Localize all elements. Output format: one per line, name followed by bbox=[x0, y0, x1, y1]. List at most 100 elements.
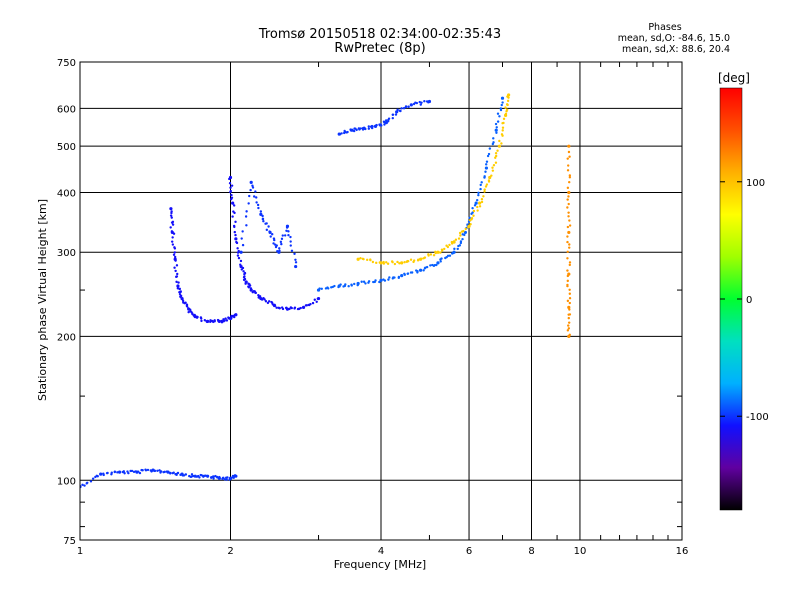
trace-dot bbox=[446, 245, 450, 249]
trace-dot bbox=[102, 472, 105, 475]
trace-dot bbox=[278, 307, 281, 310]
series-2 bbox=[228, 175, 321, 311]
x-axis-ticks: 1 2 4 6 8 10 16 bbox=[77, 62, 688, 557]
trace-dot bbox=[265, 228, 269, 232]
trace-dot bbox=[264, 300, 268, 303]
trace-dot bbox=[494, 156, 497, 159]
trace-dot bbox=[382, 262, 386, 265]
trace-dot bbox=[233, 230, 236, 234]
trace-dot bbox=[386, 262, 390, 265]
trace-dot bbox=[168, 472, 172, 475]
trace-dot bbox=[245, 224, 248, 227]
trace-dot bbox=[498, 139, 501, 143]
trace-dot bbox=[311, 301, 315, 305]
data-point bbox=[239, 264, 243, 269]
trace-dot bbox=[280, 237, 284, 241]
trace-dot bbox=[568, 155, 571, 158]
trace-dot bbox=[174, 259, 177, 262]
trace-dot bbox=[568, 313, 572, 316]
trace-dot bbox=[415, 101, 419, 105]
trace-dot bbox=[248, 194, 251, 198]
x-tick-label: 4 bbox=[378, 546, 384, 557]
trace-dot bbox=[255, 196, 258, 199]
trace-dot bbox=[240, 268, 243, 271]
trace-dot bbox=[480, 200, 484, 204]
trace-dot bbox=[294, 261, 298, 264]
trace-dot bbox=[173, 255, 177, 259]
trace-dot bbox=[196, 315, 199, 319]
trace-dot bbox=[191, 312, 194, 315]
data-point bbox=[474, 201, 478, 205]
trace-dot bbox=[485, 163, 488, 166]
trace-dot bbox=[346, 130, 349, 134]
trace-dot bbox=[453, 247, 456, 251]
trace-dot bbox=[566, 269, 569, 272]
trace-dot bbox=[269, 235, 272, 238]
phases-legend: Phases mean, sd,O: -84.6, 15.0 mean, sd,… bbox=[600, 22, 730, 55]
trace-dot bbox=[505, 108, 509, 111]
trace-dot bbox=[501, 101, 504, 104]
trace-dot bbox=[245, 210, 248, 213]
series-3 bbox=[316, 96, 505, 292]
trace-dot bbox=[378, 123, 381, 126]
colorbar-ticks: 100 0 -100 bbox=[720, 178, 769, 423]
trace-dot bbox=[252, 195, 256, 198]
x-axis-label: Frequency [MHz] bbox=[334, 558, 426, 571]
trace-dot bbox=[434, 250, 437, 254]
trace-dot bbox=[400, 107, 403, 110]
trace-dot bbox=[278, 247, 281, 250]
trace-dot bbox=[200, 319, 203, 323]
trace-dot bbox=[567, 327, 571, 330]
trace-dot bbox=[244, 215, 248, 218]
trace-dot bbox=[476, 205, 479, 209]
trace-dot bbox=[116, 471, 119, 474]
trace-dot bbox=[380, 124, 383, 127]
trace-dot bbox=[568, 219, 571, 222]
trace-dot bbox=[422, 269, 425, 272]
trace-dot bbox=[448, 254, 452, 257]
trace-dot bbox=[440, 248, 444, 251]
trace-dot bbox=[403, 261, 406, 264]
trace-dot bbox=[568, 292, 572, 295]
trace-dot bbox=[409, 258, 413, 261]
trace-dot bbox=[235, 241, 239, 245]
trace-dot bbox=[159, 470, 163, 473]
trace-dot bbox=[234, 220, 237, 224]
trace-dot bbox=[479, 183, 482, 187]
trace-dot bbox=[495, 126, 498, 129]
trace-dot bbox=[355, 128, 358, 132]
trace-dot bbox=[340, 132, 343, 135]
trace-dot bbox=[96, 475, 99, 478]
trace-dot bbox=[566, 225, 570, 229]
trace-dot bbox=[169, 214, 173, 217]
data-point bbox=[418, 268, 423, 272]
data-point bbox=[436, 250, 440, 254]
trace-dot bbox=[404, 105, 408, 109]
trace-dot bbox=[239, 259, 243, 263]
phases-o-mode: mean, sd,O: -84.6, 15.0 bbox=[617, 33, 730, 44]
trace-dot bbox=[406, 272, 410, 275]
trace-dot bbox=[327, 287, 330, 290]
trace-dot bbox=[190, 473, 194, 476]
trace-dot bbox=[232, 204, 236, 207]
trace-dot bbox=[568, 301, 572, 305]
trace-dot bbox=[393, 262, 397, 266]
trace-dot bbox=[488, 147, 492, 150]
trace-dot bbox=[170, 221, 174, 224]
trace-dot bbox=[240, 237, 243, 240]
trace-dot bbox=[567, 215, 570, 218]
trace-dot bbox=[502, 121, 505, 125]
trace-dot bbox=[457, 237, 461, 240]
trace-dot bbox=[483, 175, 486, 178]
trace-dot bbox=[567, 164, 570, 167]
trace-dot bbox=[504, 106, 507, 109]
trace-dot bbox=[364, 282, 367, 285]
data-point bbox=[356, 257, 360, 261]
trace-dot bbox=[471, 206, 474, 210]
trace-dot bbox=[172, 253, 176, 256]
trace-dot bbox=[264, 222, 267, 225]
colorbar-tick-label: -100 bbox=[746, 412, 769, 423]
trace-dot bbox=[383, 279, 387, 282]
trace-dot bbox=[360, 280, 363, 283]
